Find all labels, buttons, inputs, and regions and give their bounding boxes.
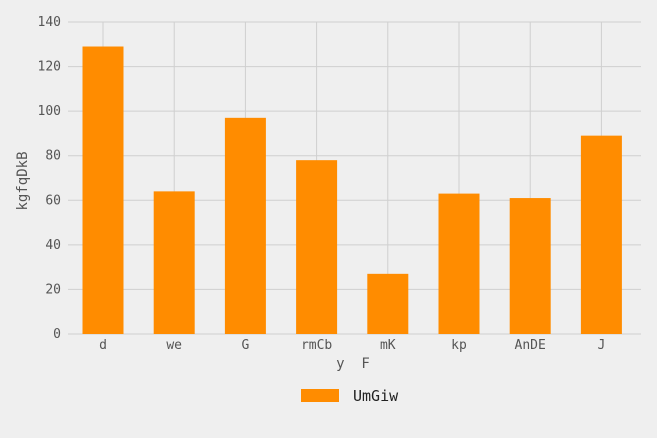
y-axis-ticks: 0 20 40 60 80 100 120 140 — [38, 15, 61, 342]
bar-AnDE — [509, 198, 551, 334]
x-tick-label: kp — [451, 338, 467, 353]
y-tick-label: 60 — [45, 193, 61, 208]
x-tick-label: we — [166, 338, 182, 353]
bar-rmCb — [296, 160, 338, 334]
bar-J — [580, 135, 622, 334]
x-tick-label: rmCb — [301, 338, 332, 353]
bars — [82, 46, 622, 335]
x-tick-label: mK — [380, 338, 396, 353]
x-axis-title: y F — [336, 356, 370, 372]
bar-we — [153, 191, 195, 334]
y-tick-label: 20 — [45, 282, 61, 297]
bar-mK — [367, 273, 409, 334]
y-tick-label: 0 — [53, 327, 61, 342]
legend-swatch — [301, 389, 339, 402]
x-tick-label: AnDE — [515, 338, 546, 353]
legend-label: UmGiw — [353, 387, 399, 405]
y-tick-label: 120 — [38, 60, 61, 75]
x-tick-label: d — [99, 338, 107, 353]
bar-d — [82, 46, 124, 335]
y-tick-label: 40 — [45, 238, 61, 253]
bar-kp — [438, 193, 480, 334]
y-tick-label: 100 — [38, 104, 61, 119]
y-tick-label: 80 — [45, 149, 61, 164]
y-tick-label: 140 — [38, 15, 61, 30]
x-tick-label: G — [241, 338, 249, 353]
y-axis-title: kgfqDkB — [15, 151, 31, 210]
bar-G — [224, 117, 266, 334]
legend: UmGiw — [301, 387, 399, 405]
x-tick-label: J — [597, 338, 605, 353]
